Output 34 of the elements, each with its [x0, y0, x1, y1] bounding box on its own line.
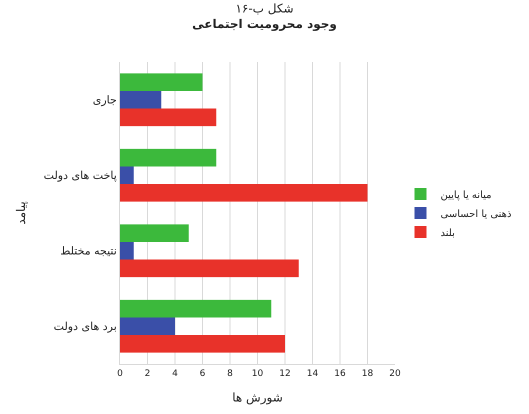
x-axis-title: شورش ها — [232, 390, 283, 405]
x-tick-label: 0 — [117, 368, 124, 379]
x-tick-label: 14 — [306, 368, 318, 379]
x-tick-label: 18 — [362, 368, 374, 379]
legend-label: بلند — [440, 228, 455, 239]
bar — [120, 242, 134, 260]
bar — [120, 335, 285, 353]
x-tick-label: 12 — [279, 368, 291, 379]
x-tick-label: 20 — [389, 368, 401, 379]
bar — [120, 300, 272, 318]
y-axis-title: پیامد — [14, 201, 28, 225]
bar — [120, 224, 189, 242]
bar — [120, 184, 368, 202]
x-tick-label: 8 — [227, 368, 234, 379]
y-tick-label: نتیجه مختلط — [60, 244, 117, 258]
bar — [120, 317, 175, 336]
legend-label: ذهنی یا احساسی — [440, 208, 512, 220]
x-tick-label: 16 — [334, 368, 346, 379]
bar — [120, 260, 299, 278]
bar — [120, 90, 162, 109]
bar — [120, 73, 202, 91]
bar — [120, 166, 134, 184]
bar — [120, 108, 216, 126]
chart-subtitle: وجود محرومیت اجتماعی — [192, 17, 337, 32]
x-tick-label: 10 — [252, 368, 264, 379]
bar — [120, 148, 216, 166]
x-tick-label: 6 — [200, 368, 206, 379]
x-tick-label: 4 — [172, 368, 178, 379]
y-tick-label: برد های دولت — [54, 320, 117, 334]
y-tick-label: پاخت های دولت — [44, 169, 117, 182]
x-tick-label: 2 — [144, 368, 150, 379]
legend-label: میانه یا پایین — [440, 190, 492, 201]
y-tick-label: جاری — [92, 94, 117, 107]
chart-title: شکل ب-۱۶ — [235, 1, 294, 16]
